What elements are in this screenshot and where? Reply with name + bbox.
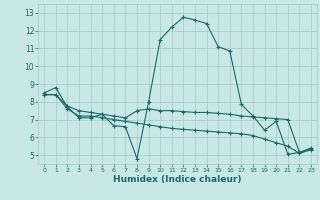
X-axis label: Humidex (Indice chaleur): Humidex (Indice chaleur) <box>113 175 242 184</box>
